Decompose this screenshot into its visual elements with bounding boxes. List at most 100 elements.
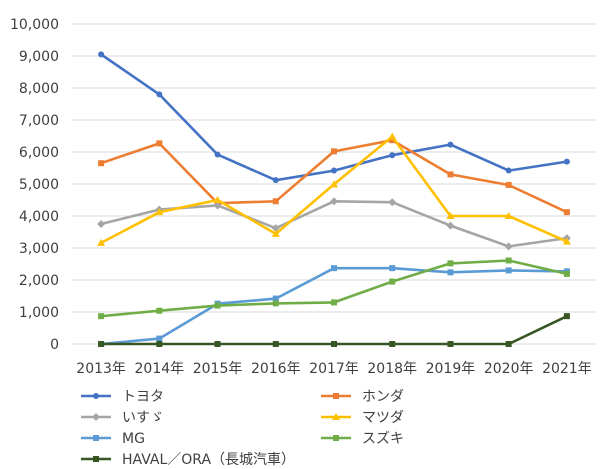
legend-item: マツダ <box>321 410 404 426</box>
data-point <box>447 171 454 178</box>
data-point <box>98 313 105 320</box>
data-point <box>389 137 396 144</box>
data-point <box>447 141 454 148</box>
legend-marker <box>92 413 100 421</box>
data-point <box>272 295 279 302</box>
data-point <box>213 196 222 203</box>
y-tick-label: 0 <box>50 337 59 353</box>
data-point <box>505 267 512 274</box>
data-point <box>389 265 396 272</box>
data-point <box>331 167 337 174</box>
data-point <box>214 151 221 158</box>
x-tick-label: 2017年 <box>309 361 359 377</box>
legend-label: MG <box>122 431 145 447</box>
legend-marker <box>93 393 99 399</box>
data-point <box>447 269 454 276</box>
data-point <box>388 198 397 207</box>
x-axis-tick-labels: 2013年 2014年 2015年 2016年 2017年 2018年 2019年 2020年… <box>76 361 591 377</box>
data-point <box>156 91 163 98</box>
y-tick-label: 2,000 <box>19 273 59 289</box>
legend-marker <box>93 456 99 462</box>
legend-label: トヨタ <box>122 389 164 405</box>
series-3 <box>97 132 571 246</box>
legend-item: MG <box>81 431 145 447</box>
data-point <box>505 167 512 174</box>
data-point <box>271 229 280 237</box>
legend-item: ホンダ <box>321 389 404 405</box>
x-tick-label: 2018年 <box>367 361 417 377</box>
x-tick-label: 2015年 <box>193 361 243 377</box>
y-tick-label: 8,000 <box>19 81 59 97</box>
data-point <box>272 300 279 307</box>
legend-label: マツダ <box>362 410 404 426</box>
data-point <box>330 180 338 188</box>
x-tick-label: 2016年 <box>251 361 301 377</box>
data-point <box>155 208 164 216</box>
data-point <box>331 148 337 155</box>
data-point <box>331 299 337 306</box>
data-point <box>271 224 280 233</box>
data-point <box>331 265 337 272</box>
data-point <box>156 341 163 347</box>
data-point <box>98 51 105 58</box>
data-point <box>563 158 570 165</box>
y-tick-label: 6,000 <box>19 145 59 161</box>
x-tick-label: 2021年 <box>542 361 592 377</box>
data-point <box>98 341 105 347</box>
legend-label: ホンダ <box>362 389 404 405</box>
series-0 <box>98 51 570 184</box>
legend-marker <box>333 435 339 441</box>
data-point <box>447 260 454 267</box>
data-point <box>98 160 105 167</box>
data-point <box>156 307 163 314</box>
y-tick-label: 7,000 <box>19 113 59 129</box>
legend-marker <box>333 393 339 399</box>
data-point <box>504 212 513 219</box>
data-point <box>563 313 570 320</box>
data-point <box>446 212 455 219</box>
y-tick-label: 3,000 <box>19 241 59 257</box>
series-6 <box>98 313 570 347</box>
data-point <box>505 181 512 188</box>
legend-item: スズキ <box>321 431 404 447</box>
data-point <box>505 341 512 347</box>
data-point <box>214 341 221 347</box>
data-point <box>213 201 222 210</box>
data-point <box>331 341 337 347</box>
series-line <box>100 53 568 182</box>
legend-label: スズキ <box>362 431 404 447</box>
data-point <box>504 242 513 251</box>
y-tick-label: 9,000 <box>19 49 59 65</box>
series-line <box>100 200 568 248</box>
data-point <box>97 220 106 228</box>
legend-label: HAVAL／ORA（長城汽車） <box>122 451 295 468</box>
legend-marker <box>93 435 99 441</box>
y-axis-tick-labels: 0 1,000 2,000 3,000 4,000 5,000 6,000 7,000 8,00… <box>10 17 59 353</box>
data-point <box>389 152 396 159</box>
data-point <box>447 341 454 347</box>
data-point <box>97 238 106 246</box>
series-lines <box>97 51 571 347</box>
y-tick-label: 5,000 <box>19 177 59 193</box>
y-tick-label: 1,000 <box>19 305 59 321</box>
data-point <box>563 209 570 216</box>
x-tick-label: 2014年 <box>135 361 185 377</box>
x-tick-label: 2019年 <box>426 361 476 377</box>
series-2 <box>97 197 571 251</box>
data-point <box>156 335 163 342</box>
data-point <box>156 140 163 147</box>
y-tick-label: 10,000 <box>10 17 59 33</box>
data-point <box>388 132 397 140</box>
legend-item: トヨタ <box>81 389 164 405</box>
data-point <box>562 237 571 245</box>
data-point <box>389 278 396 285</box>
data-point <box>389 341 396 347</box>
legend-item: いすゞ <box>81 410 164 426</box>
data-point <box>446 221 455 230</box>
data-point <box>214 302 221 309</box>
data-point <box>272 177 279 184</box>
y-tick-label: 4,000 <box>19 209 59 225</box>
data-point <box>272 198 279 205</box>
